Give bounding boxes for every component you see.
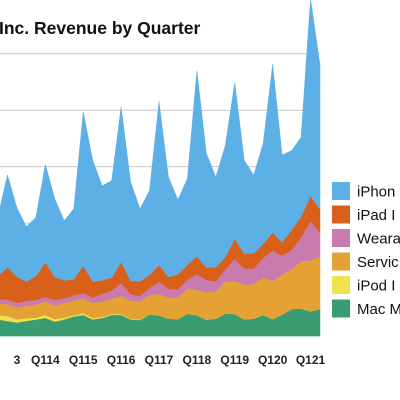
- legend: iPhon iPad I Weara Servic iPod I Mac M: [332, 182, 400, 318]
- x-tick-label: Q115: [69, 353, 98, 367]
- legend-swatch-weara: [332, 229, 350, 247]
- legend-swatch-iphon: [332, 182, 350, 200]
- legend-swatch-mac-m: [332, 299, 350, 318]
- x-tick-label: Q119: [220, 353, 249, 367]
- legend-label-servic: Servic: [357, 254, 399, 271]
- area-iphon: [0, 0, 321, 282]
- legend-label-weara: Weara: [357, 231, 400, 248]
- x-tick-label: Q114: [31, 353, 60, 367]
- x-axis-ticks: 3 Q114 Q115 Q116 Q117 Q118 Q119 Q120 Q121: [14, 353, 326, 367]
- legend-label-ipad-i: iPad I: [357, 207, 395, 224]
- x-tick-label: Q121: [296, 353, 326, 367]
- series-areas: [0, 0, 321, 337]
- legend-swatch-ipad-i: [332, 205, 350, 224]
- legend-label-iphon: iPhon: [357, 184, 395, 201]
- x-tick-label: Q117: [145, 353, 174, 367]
- legend-swatch-servic: [332, 252, 350, 271]
- legend-swatch-ipod-i: [332, 276, 350, 294]
- x-tick-label: Q118: [183, 353, 212, 367]
- x-tick-label: Q120: [258, 353, 288, 367]
- legend-label-mac-m: Mac M: [357, 301, 400, 318]
- legend-label-ipod-i: iPod I: [357, 278, 395, 295]
- chart-title: Inc. Revenue by Quarter: [0, 18, 201, 38]
- x-tick-label: 3: [14, 353, 21, 367]
- x-tick-label: Q116: [107, 353, 136, 367]
